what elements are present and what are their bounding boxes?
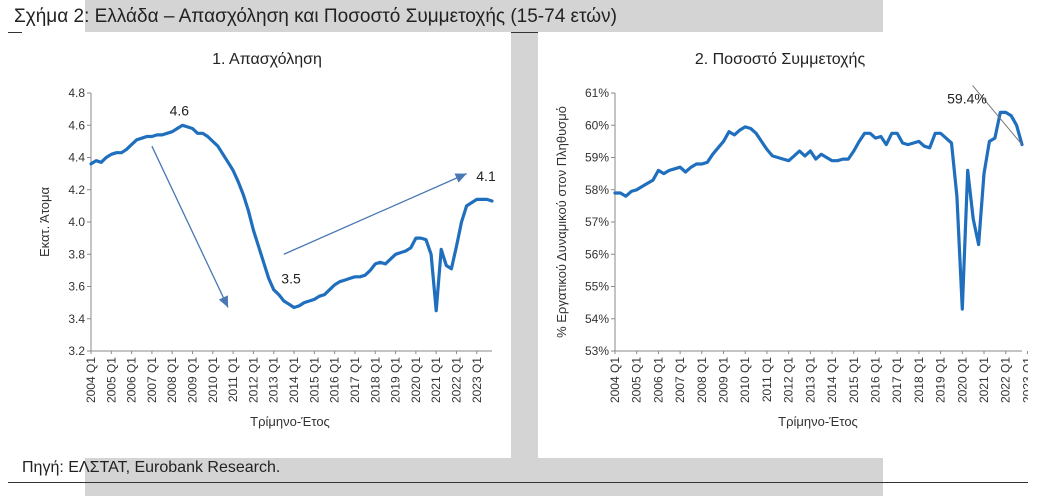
x-tick-label: 2022 Q1	[449, 357, 463, 403]
employment-chart: 1. Απασχόληση 3.2 3.4 3.6 3.8 4.0 4.2 4.4 4.6 4.8…	[37, 51, 496, 429]
trend-arrow-line	[283, 173, 467, 255]
x-tick-label: 2009 Q1	[186, 357, 200, 403]
y-tick-label: 4.2	[68, 183, 85, 197]
y-tick-label: 3.2	[68, 344, 85, 358]
x-tick-label: 2010 Q1	[738, 357, 752, 403]
y-tick-label: 57%	[585, 215, 609, 229]
y-tick-label: 58%	[585, 183, 609, 197]
x-tick-label: 2021 Q1	[429, 357, 443, 403]
x-tick-label: 2022 Q1	[999, 357, 1013, 403]
y-tick-label: 4.6	[68, 118, 85, 132]
trend-arrowhead	[454, 173, 467, 183]
data-annotation: 3.5	[281, 270, 301, 286]
y-tick-label: 54%	[585, 312, 609, 326]
x-tick-label: 2019 Q1	[934, 357, 948, 403]
y-tick-label: 4.0	[68, 215, 85, 229]
y-tick-label: 53%	[585, 344, 609, 358]
y-tick-label: 3.4	[68, 312, 85, 326]
x-tick-label: 2008 Q1	[165, 357, 179, 403]
x-tick-label: 2015 Q1	[847, 357, 861, 403]
x-tick-label: 2009 Q1	[717, 357, 731, 403]
series-line	[89, 123, 494, 313]
y-tick-label: 55%	[585, 280, 609, 294]
annotation-leader-line	[972, 85, 1023, 145]
y-axis-label: Εκατ. Άτομα	[37, 187, 52, 258]
x-tick-label: 2006 Q1	[651, 357, 665, 403]
x-tick-label: 2023 Q1	[470, 357, 484, 403]
x-tick-label: 2015 Q1	[307, 357, 321, 403]
y-tick-label: 4.4	[68, 151, 85, 165]
source-note: Πηγή: ΕΛΣΤΑΤ, Eurobank Research.	[22, 459, 281, 476]
chart-title: 2. Ποσοστό Συμμετοχής	[695, 51, 866, 68]
x-tick-label: 2011 Q1	[226, 357, 240, 402]
x-tick-label: 2014 Q1	[825, 357, 839, 403]
x-tick-label: 2011 Q1	[760, 357, 774, 402]
x-tick-label: 2012 Q1	[782, 357, 796, 403]
x-tick-label: 2018 Q1	[912, 357, 926, 403]
trend-arrow-line	[151, 145, 229, 308]
x-tick-label: 2007 Q1	[673, 357, 687, 403]
x-tick-label: 2007 Q1	[145, 357, 159, 403]
participation-chart-panel: 2. Ποσοστό Συμμετοχής 53% 54% 55% 56% 57% 58% 5…	[538, 32, 1028, 458]
x-tick-label: 2014 Q1	[287, 357, 301, 403]
x-tick-label: 2023 Q1	[1020, 357, 1028, 403]
x-tick-label: 2017 Q1	[348, 357, 362, 403]
x-tick-label: 2021 Q1	[977, 357, 991, 403]
y-axis-label: % Εργατικού Δυναμικού στον Πληθυσμό	[554, 106, 569, 338]
y-tick-label: 56%	[585, 247, 609, 261]
x-tick-label: 2016 Q1	[868, 357, 882, 403]
bottom-rule	[8, 482, 1028, 483]
figure-title: Σχήμα 2: Ελλάδα – Απασχόληση και Ποσοστό…	[14, 6, 617, 27]
x-tick-label: 2016 Q1	[328, 357, 342, 403]
x-tick-label: 2012 Q1	[246, 357, 260, 403]
x-tick-label: 2006 Q1	[125, 357, 139, 403]
x-tick-label: 2004 Q1	[608, 357, 622, 403]
y-tick-label: 4.8	[68, 86, 85, 100]
chart-title: 1. Απασχόληση	[212, 51, 322, 68]
x-axis-label: Τρίμηνο-Έτος	[778, 414, 858, 429]
x-tick-label: 2018 Q1	[368, 357, 382, 403]
y-tick-label: 3.6	[68, 280, 85, 294]
top-rule	[8, 32, 1028, 33]
y-tick-label: 59%	[585, 151, 609, 165]
x-tick-label: 2010 Q1	[206, 357, 220, 403]
y-tick-label: 3.8	[68, 247, 85, 261]
x-tick-label: 2020 Q1	[409, 357, 423, 403]
trend-arrowhead	[218, 295, 229, 308]
y-tick-label: 60%	[585, 118, 609, 132]
x-tick-label: 2017 Q1	[890, 357, 904, 403]
x-tick-label: 2019 Q1	[389, 357, 403, 403]
data-annotation: 59.4%	[947, 91, 987, 107]
x-tick-label: 2008 Q1	[695, 357, 709, 403]
data-annotation: 4.1	[476, 168, 496, 184]
employment-chart-panel: 1. Απασχόληση 3.2 3.4 3.6 3.8 4.0 4.2 4.4 4.6 4.8…	[22, 32, 511, 458]
x-axis-label: Τρίμηνο-Έτος	[250, 414, 330, 429]
x-tick-label: 2004 Q1	[84, 357, 98, 403]
x-tick-label: 2005 Q1	[104, 357, 118, 403]
x-tick-label: 2013 Q1	[267, 357, 281, 403]
x-tick-label: 2020 Q1	[955, 357, 969, 403]
data-annotation: 4.6	[170, 102, 190, 118]
x-tick-label: 2013 Q1	[803, 357, 817, 403]
x-tick-label: 2005 Q1	[630, 357, 644, 403]
series-line	[613, 110, 1024, 311]
y-tick-label: 61%	[585, 86, 609, 100]
participation-chart: 2. Ποσοστό Συμμετοχής 53% 54% 55% 56% 57% 58% 5…	[554, 51, 1028, 429]
